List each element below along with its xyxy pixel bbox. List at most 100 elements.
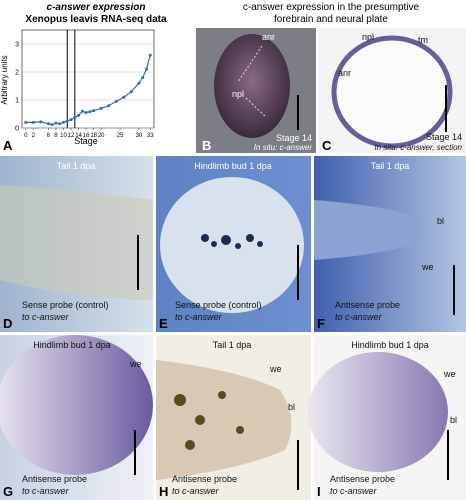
label: bl	[288, 402, 295, 412]
data-point	[122, 95, 126, 99]
x-tick-label: 16	[83, 133, 90, 139]
label: Antisense probe	[335, 300, 400, 310]
x-tick-label: 8	[54, 133, 58, 139]
x-tick-label: 25	[117, 133, 124, 139]
data-point	[80, 109, 84, 113]
y-tick-label: 0	[15, 126, 19, 133]
label: Hindlimb bud 1 dpa	[351, 340, 429, 350]
label: Hindlimb bud 1 dpa	[33, 340, 111, 350]
header: c-answer expression in the presumptive	[243, 2, 420, 13]
data-point	[129, 90, 133, 94]
label: npl	[362, 32, 374, 42]
data-point	[137, 81, 141, 85]
label: tm	[418, 35, 428, 45]
label: to c-answer	[175, 312, 223, 322]
label: to c-answer	[172, 486, 220, 496]
panel-letter: G	[3, 484, 13, 499]
data-point	[54, 121, 58, 125]
data-point	[148, 53, 152, 57]
panel-letter: C	[322, 138, 332, 153]
data-point	[73, 115, 77, 119]
label: Tail 1 dpa	[213, 340, 252, 350]
label: anr	[262, 32, 275, 42]
y-tick-label: 1	[15, 98, 19, 105]
label: Tail 1 dpa	[57, 161, 96, 171]
label: Tail 1 dpa	[371, 161, 410, 171]
x-tick-label: 10	[60, 133, 67, 139]
x-axis-label: Stage	[74, 136, 98, 146]
x-tick-label: 30	[136, 133, 143, 139]
panel-e: Hindlimb bud 1 dpa Sense probe (control)…	[156, 156, 311, 332]
label: to c-answer	[22, 486, 70, 496]
label: to c-answer	[22, 312, 70, 322]
annotation-line	[237, 45, 263, 83]
tissue	[0, 185, 153, 300]
x-tick-label: 0	[24, 133, 28, 139]
chart-title: c-answer expression	[47, 2, 146, 13]
annotation-line	[245, 97, 266, 117]
x-tick-label: 20	[98, 133, 105, 139]
label: Antisense probe	[330, 474, 395, 484]
tissue	[0, 335, 153, 475]
tissue	[308, 352, 448, 472]
panel-letter: E	[159, 316, 168, 331]
header: forebrain and neural plate	[274, 14, 388, 25]
x-tick-label: 12	[68, 133, 75, 139]
data-point	[114, 99, 118, 103]
label: In situ: c-answer, section	[374, 143, 462, 152]
chart-subtitle: Xenopus leavis RNA-seq data	[25, 14, 167, 25]
embryo	[214, 34, 290, 138]
label: In situ: c-answer	[254, 143, 313, 152]
panel-i: Hindlimb bud 1 dpa we bl Antisense probe…	[308, 335, 466, 500]
label: bl	[437, 216, 444, 226]
data-point	[77, 113, 81, 117]
panel-letter: H	[159, 484, 168, 499]
x-tick-label: 18	[90, 133, 97, 139]
data-point	[58, 122, 62, 126]
data-point	[61, 120, 65, 124]
data-point	[46, 122, 50, 126]
data-point	[50, 123, 54, 127]
data-point	[69, 118, 73, 122]
panel-g: Hindlimb bud 1 dpa we Antisense probe to…	[0, 335, 153, 500]
panel-letter: F	[317, 316, 325, 331]
tissue	[156, 360, 292, 480]
label: we	[421, 262, 434, 272]
panel-b: anr npl Stage 14 In situ: c-answer B	[196, 28, 316, 153]
label: Hindlimb bud 1 dpa	[194, 161, 272, 171]
x-tick-label: 14	[75, 133, 82, 139]
panel-letter: A	[3, 138, 13, 153]
label: bl	[450, 415, 457, 425]
label: Sense probe (control)	[175, 300, 262, 310]
data-point	[107, 104, 111, 108]
label: Stage 14	[426, 132, 462, 142]
tissue	[160, 177, 304, 313]
data-point	[88, 110, 92, 114]
panel-letter: I	[317, 484, 321, 499]
label: we	[129, 359, 142, 369]
x-tick-label: 33	[147, 133, 154, 139]
label: npl	[232, 89, 244, 99]
data-point	[141, 76, 145, 80]
data-point	[92, 109, 96, 113]
y-axis-label: Arbitrary units	[0, 55, 9, 104]
plot-area	[21, 29, 155, 129]
label: Antisense probe	[22, 474, 87, 484]
label: to c-answer	[330, 486, 378, 496]
label: Sense probe (control)	[22, 300, 109, 310]
label: anr	[338, 68, 351, 78]
section	[331, 35, 453, 149]
label: to c-answer	[335, 312, 383, 322]
x-tick-label: 2	[32, 133, 36, 139]
data-point	[24, 120, 28, 124]
panel-letter: D	[3, 316, 12, 331]
data-point	[144, 67, 148, 71]
x-tick-label: 6	[47, 133, 51, 139]
data-point	[31, 120, 35, 124]
data-point	[39, 120, 43, 124]
y-tick-label: 3	[15, 42, 19, 49]
data-point	[99, 106, 103, 110]
label: we	[443, 369, 456, 379]
